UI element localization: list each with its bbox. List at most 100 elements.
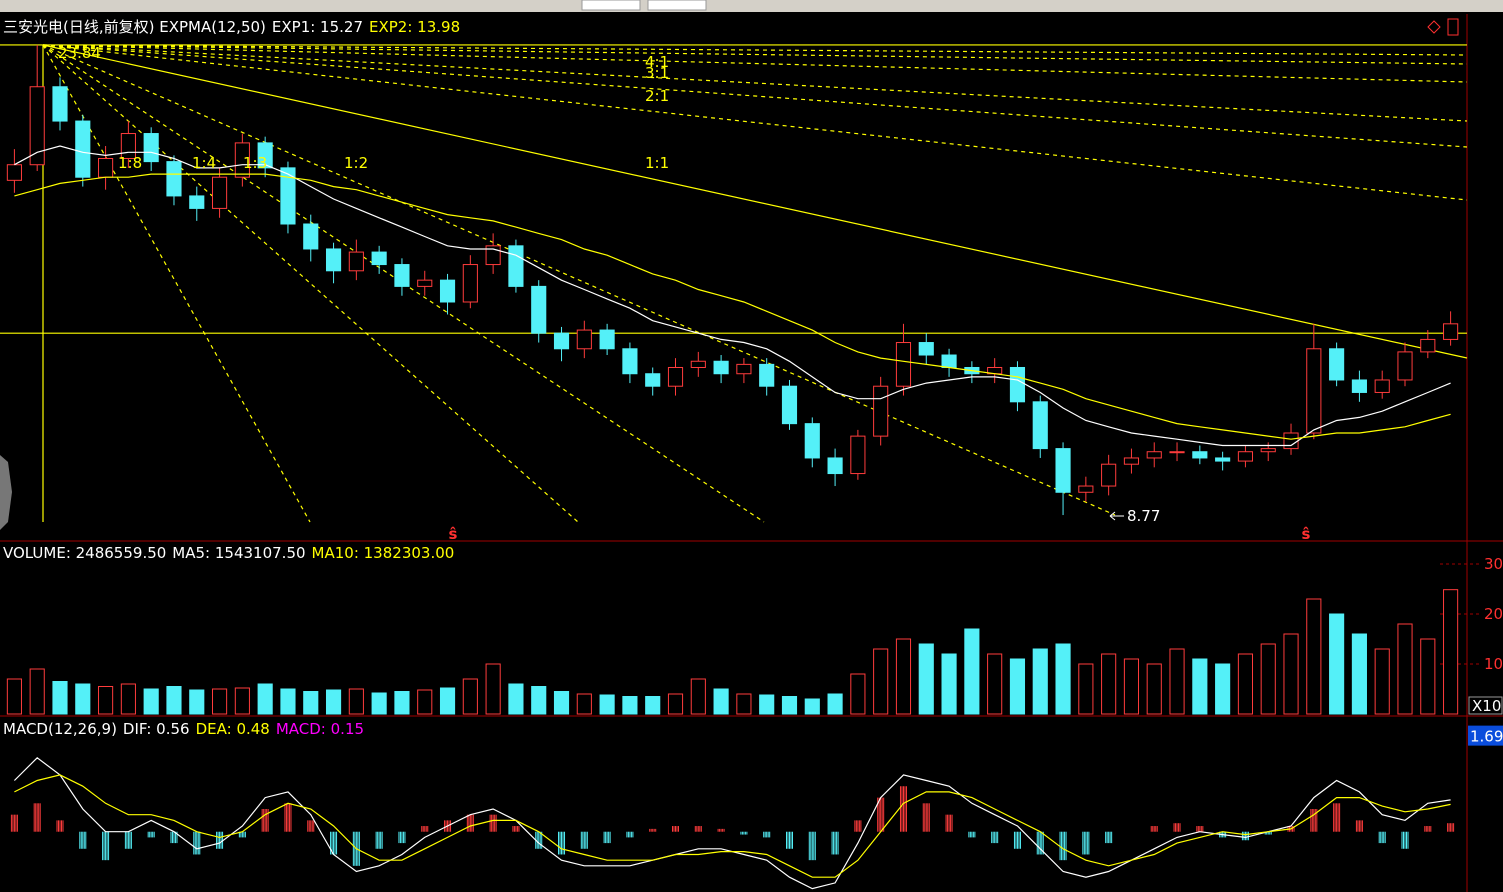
candle-body — [1032, 401, 1048, 450]
header-item: MA5: 1543107.50 — [172, 544, 305, 562]
candle-body — [1009, 366, 1026, 403]
candle-body — [6, 164, 22, 181]
volume-bar — [622, 696, 638, 715]
candle-body — [417, 279, 433, 287]
y-tick-label: 30 — [1484, 555, 1503, 573]
fan-line — [42, 44, 1468, 83]
fan-line — [42, 44, 1468, 65]
toggle-icon[interactable] — [1447, 18, 1459, 36]
candle-body — [325, 248, 342, 272]
macd-line — [14, 774, 1451, 878]
candle-body — [1260, 448, 1276, 453]
candle-body — [1146, 451, 1162, 459]
candle-body — [1237, 451, 1253, 462]
volume-bar — [941, 653, 957, 715]
volume-bar — [553, 691, 570, 715]
candle-body — [1374, 379, 1390, 393]
fan-line — [42, 44, 1468, 201]
header-item: EXP2: 13.98 — [369, 18, 460, 36]
volume-bar — [6, 678, 22, 715]
candle-body — [394, 264, 410, 287]
volume-bar — [1329, 613, 1345, 715]
candle-body — [941, 354, 957, 368]
volume-bar — [1283, 633, 1299, 715]
menu-tab[interactable] — [581, 0, 641, 11]
candle-body — [599, 329, 615, 350]
header-item: 三安光电(日线,前复权) EXPMA(12,50) — [3, 18, 266, 36]
volume-bar — [98, 686, 114, 715]
volume-bar — [713, 688, 729, 715]
unit-box — [1468, 696, 1503, 715]
candle-body — [576, 329, 592, 350]
volume-bar — [1123, 658, 1140, 715]
candle-body — [804, 423, 820, 459]
candle-body — [143, 133, 159, 163]
candle-body — [303, 223, 319, 250]
candle-body — [52, 86, 68, 122]
fan-label: 1:1 — [645, 154, 669, 172]
volume-bar — [348, 688, 364, 715]
candle-body — [1215, 457, 1231, 462]
candle-body — [439, 279, 456, 303]
y-tick-box — [1468, 725, 1503, 746]
candle-body — [1283, 432, 1299, 450]
toggle-icon[interactable] — [1427, 20, 1441, 34]
header-item: MA10: 1382303.00 — [312, 544, 455, 562]
volume-bar — [462, 678, 478, 715]
candle-body — [257, 142, 273, 169]
volume-bar — [645, 696, 661, 715]
candle-body — [1055, 448, 1071, 493]
header-item: DIF: 0.56 — [123, 720, 190, 738]
volume-bar — [394, 691, 410, 715]
volume-bar — [531, 686, 547, 715]
candle-body — [166, 161, 182, 197]
volume-bar — [1374, 648, 1390, 715]
low-pointer — [1109, 515, 1116, 521]
fan-line — [42, 44, 1468, 359]
unit-label: X10 — [1472, 697, 1501, 715]
candle-body — [348, 251, 364, 272]
volume-bar — [690, 678, 706, 715]
candle-body — [189, 195, 205, 209]
volume-bar — [576, 693, 592, 715]
volume-bar — [1055, 643, 1071, 715]
volume-bar — [280, 688, 296, 715]
panel-header: MACD(12,26,9) DIF: 0.56 DEA: 0.48 MACD: 0.1… — [3, 720, 364, 738]
volume-bar — [827, 693, 843, 715]
volume-bar — [850, 673, 866, 715]
volume-bar — [52, 681, 68, 715]
price-annotation: 23.84 — [58, 44, 101, 62]
header-item: DEA: 0.48 — [196, 720, 270, 738]
menu-bar[interactable] — [0, 0, 1503, 12]
side-handle[interactable] — [0, 455, 12, 530]
candle-body — [531, 285, 547, 334]
candle-body — [850, 435, 866, 475]
fan-label: 3:1 — [645, 64, 669, 82]
price-annotation: 8.77 — [1127, 507, 1160, 525]
volume-bar — [212, 688, 228, 715]
expma-line — [14, 173, 1451, 440]
candle-body — [827, 457, 843, 475]
candle-body — [1397, 351, 1413, 381]
candle-body — [736, 363, 752, 375]
low-pointer — [1109, 511, 1116, 517]
volume-bar — [417, 689, 433, 715]
candle-body — [1443, 323, 1459, 340]
fan-label: 1:4 — [192, 154, 216, 172]
panel-header: VOLUME: 2486559.50 MA5: 1543107.50 MA10: 1… — [3, 544, 454, 562]
volume-bar — [1009, 658, 1026, 715]
volume-bar — [1420, 638, 1436, 715]
volume-bar — [257, 683, 273, 715]
volume-bar — [29, 668, 45, 715]
fan-label: 4:1 — [645, 53, 669, 71]
menu-tab[interactable] — [647, 0, 707, 11]
volume-bar — [736, 693, 752, 715]
fan-line — [42, 44, 1468, 148]
volume-bar — [485, 663, 501, 715]
volume-bar — [508, 683, 524, 715]
candle-body — [895, 342, 912, 387]
volume-bar — [895, 638, 912, 715]
volume-bar — [1101, 653, 1117, 715]
candle-body — [873, 385, 889, 437]
fan-label: 1:8 — [118, 154, 142, 172]
